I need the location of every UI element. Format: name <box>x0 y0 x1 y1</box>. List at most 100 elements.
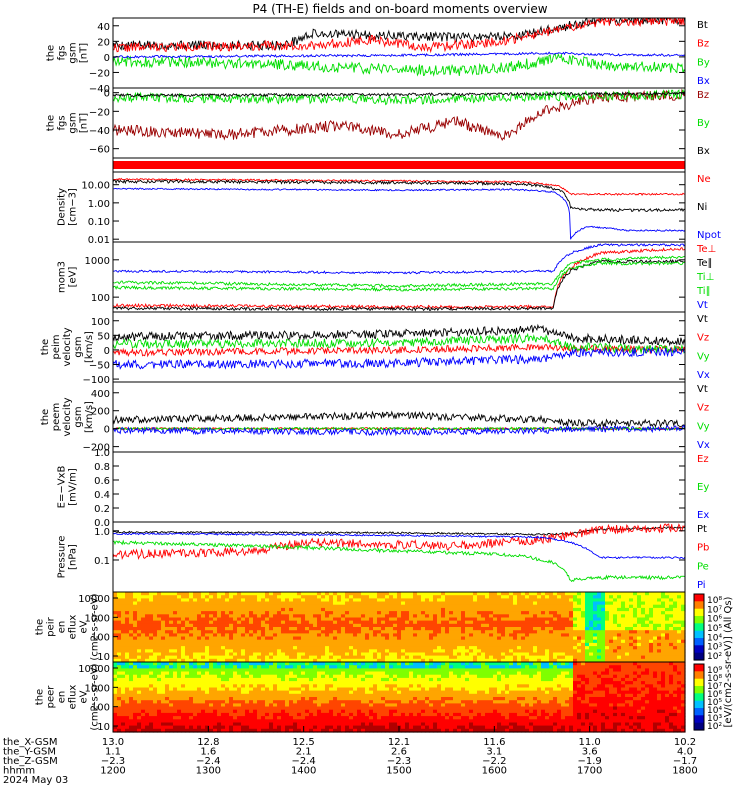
spectrogram-cell <box>173 636 178 641</box>
spectrogram-cell <box>465 658 470 663</box>
spectrogram-cell <box>329 611 334 615</box>
spectrogram-cell <box>117 677 122 682</box>
spectrogram-cell <box>617 592 622 596</box>
spectrogram-cell <box>221 681 226 685</box>
spectrogram-cell <box>385 719 390 724</box>
spectrogram-cell <box>233 636 238 641</box>
spectrogram-cell <box>653 623 658 628</box>
spectrogram-cell <box>337 725 342 730</box>
spectrogram-cell <box>113 665 118 669</box>
spectrogram-cell <box>385 668 390 673</box>
spectrogram-cell <box>681 639 686 644</box>
spectrogram-cell <box>181 687 186 692</box>
spectrogram-cell <box>149 601 154 606</box>
spectrogram-cell <box>397 592 402 596</box>
spectrogram-cell <box>377 639 382 644</box>
spectrogram-cell <box>121 630 126 634</box>
spectrogram-cell <box>137 658 142 663</box>
spectrogram-cell <box>477 620 482 625</box>
spectrogram-cell <box>161 627 166 631</box>
spectrogram-cell <box>413 627 418 631</box>
spectrogram-cell <box>177 697 182 701</box>
spectrogram-cell <box>393 706 398 711</box>
spectrogram-cell <box>189 646 194 650</box>
spectrogram-cell <box>325 642 330 647</box>
spectrogram-cell <box>477 623 482 628</box>
spectrogram-cell <box>165 658 170 663</box>
spectrogram-cell <box>365 697 370 701</box>
spectrogram-cell <box>545 652 550 657</box>
spectrogram-cell <box>493 633 498 638</box>
spectrogram-cell <box>325 725 330 730</box>
spectrogram-cell <box>201 620 206 625</box>
spectrogram-cell <box>249 693 254 698</box>
spectrogram-cell <box>393 614 398 619</box>
spectrogram-cell <box>213 684 218 689</box>
spectrogram-cell <box>341 674 346 679</box>
spectrogram-cell <box>145 719 150 724</box>
spectrogram-cell <box>281 614 286 619</box>
spectrogram-cell <box>297 646 302 650</box>
spectrogram-cell <box>145 674 150 679</box>
spectrogram-cell <box>373 601 378 606</box>
spectrogram-cell <box>141 722 146 727</box>
spectrogram-cell <box>517 655 522 660</box>
spectrogram-cell <box>373 604 378 609</box>
spectrogram-cell <box>305 592 310 596</box>
spectrogram-cell <box>301 646 306 650</box>
spectrogram-cell <box>369 655 374 660</box>
spectrogram-cell <box>529 646 534 650</box>
spectrogram-cell <box>529 617 534 622</box>
spectrogram-cell <box>273 620 278 625</box>
spectrogram-cell <box>209 690 214 695</box>
spectrogram-cell <box>205 601 210 606</box>
spectrogram-cell <box>633 652 638 657</box>
spectrogram-cell <box>197 681 202 685</box>
spectrogram-cell <box>597 614 602 619</box>
spectrogram-cell <box>329 677 334 682</box>
spectrogram-cell <box>173 617 178 622</box>
spectrogram-cell <box>189 617 194 622</box>
spectrogram-cell <box>345 693 350 698</box>
spectrogram-cell <box>405 607 410 612</box>
spectrogram-cell <box>393 630 398 634</box>
spectrogram-cell <box>677 617 682 622</box>
spectrogram-cell <box>613 607 618 612</box>
spectrogram-cell <box>257 614 262 619</box>
spectrogram-cell <box>533 595 538 599</box>
spectrogram-cell <box>141 658 146 663</box>
spectrogram-cell <box>513 604 518 609</box>
spectrogram-cell <box>629 620 634 625</box>
spectrogram-cell <box>365 592 370 596</box>
spectrogram-cell <box>153 598 158 603</box>
spectrogram-cell <box>545 655 550 660</box>
spectrogram-cell <box>225 725 230 730</box>
spectrogram-cell <box>229 604 234 609</box>
spectrogram-cell <box>173 601 178 606</box>
spectrogram-cell <box>249 595 254 599</box>
spectrogram-cell <box>141 652 146 657</box>
spectrogram-cell <box>241 719 246 724</box>
spectrogram-cell <box>473 604 478 609</box>
spectrogram-cell <box>221 630 226 634</box>
spectrogram-cell <box>145 592 150 596</box>
spectrogram-cell <box>141 611 146 615</box>
spectrogram-cell <box>233 598 238 603</box>
spectrogram-cell <box>273 614 278 619</box>
spectrogram-cell <box>517 633 522 638</box>
series-line-Ne <box>113 177 685 196</box>
spectrogram-cell <box>177 719 182 724</box>
spectrogram-cell <box>673 617 678 622</box>
spectrogram-cell <box>401 700 406 704</box>
spectrogram-cell <box>301 636 306 641</box>
spectrogram-cell <box>313 668 318 673</box>
spectrogram-cell <box>369 722 374 727</box>
spectrogram-cell <box>481 642 486 647</box>
spectrogram-cell <box>193 681 198 685</box>
spectrogram-cell <box>485 627 490 631</box>
spectrogram-cell <box>485 611 490 615</box>
spectrogram-cell <box>385 652 390 657</box>
spectrogram-cell <box>557 636 562 641</box>
spectrogram-cell <box>141 725 146 730</box>
spectrogram-cell <box>173 706 178 711</box>
